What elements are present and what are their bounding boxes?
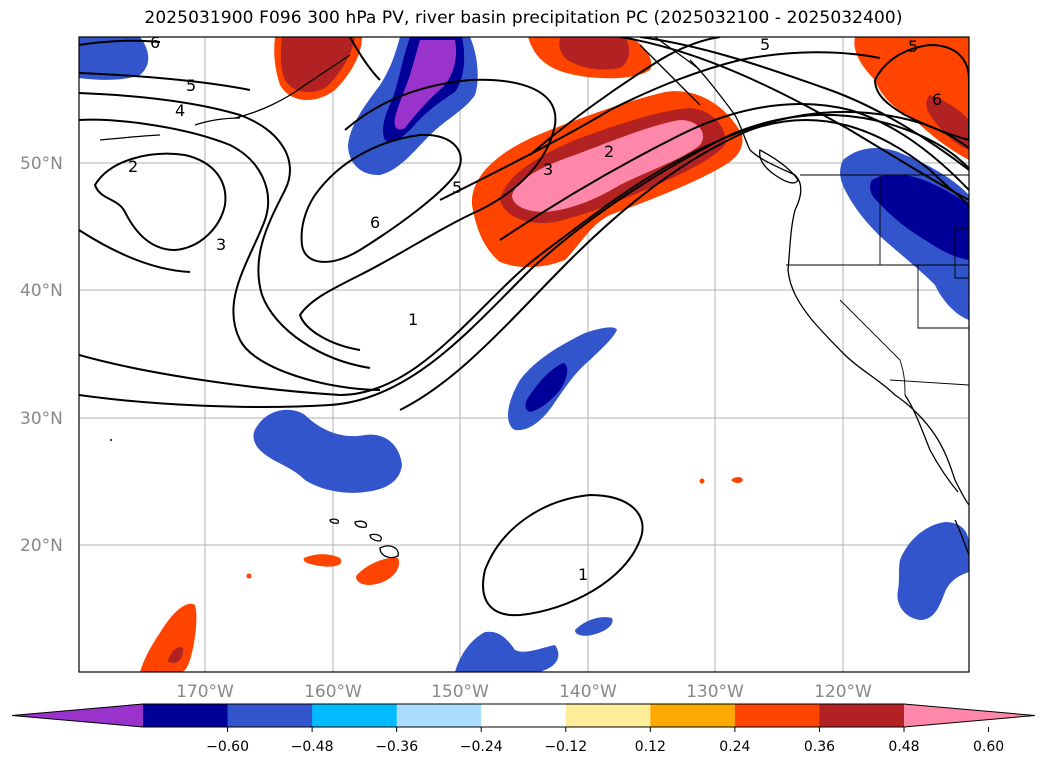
colorbar-segment (227, 704, 313, 727)
colorbar-tick-label: −0.48 (291, 739, 334, 755)
longitude-labels: 170°W 160°W 150°W 140°W 130°W 120°W (176, 682, 872, 702)
contour-label-group: 6 5 4 2 3 6 5 3 2 1 5 6 1 5 (128, 33, 942, 584)
contour-label: 4 (175, 101, 185, 120)
lat-label: 40°N (20, 281, 63, 301)
colorbar-tick-label: −0.24 (460, 739, 503, 755)
colorbar-segment (734, 704, 820, 727)
negative-anomaly-shading (79, 37, 969, 672)
contour-label: 3 (543, 160, 553, 179)
contour-label: 6 (370, 213, 380, 232)
lon-label: 120°W (814, 682, 872, 702)
coastlines (99, 37, 969, 559)
contour-label: 1 (578, 565, 588, 584)
colorbar-segment (819, 704, 905, 727)
colorbar-tick-label: −0.60 (206, 739, 249, 755)
map-frame (78, 36, 970, 673)
contour-label: 5 (760, 35, 770, 54)
contour-label: 2 (128, 157, 138, 176)
contour-label: 3 (216, 235, 226, 254)
colorbar-tick-label: −0.36 (375, 739, 418, 755)
lat-label: 50°N (20, 154, 63, 174)
contour-label: 6 (150, 33, 160, 52)
colorbar-tick-label: 0.60 (973, 739, 1004, 755)
lon-label: 150°W (431, 682, 489, 702)
colorbar-segment (565, 704, 651, 727)
pv-contours (79, 37, 969, 617)
colorbar-tick-label: 0.12 (635, 739, 666, 755)
lon-label: 170°W (176, 682, 234, 702)
colorbar-outline (11, 703, 1036, 728)
contour-label: 5 (186, 76, 196, 95)
contour-label: 5 (908, 37, 918, 56)
colorbar-extend-max (904, 704, 1035, 727)
colorbar-segment (396, 704, 482, 727)
colorbar-tick-label: 0.36 (804, 739, 835, 755)
colorbar-extend-min (12, 704, 143, 727)
lon-label: 160°W (304, 682, 362, 702)
colorbar-segment (650, 704, 736, 727)
colorbar-tick-label: 0.48 (888, 739, 919, 755)
lon-label: 130°W (686, 682, 744, 702)
latitude-labels: 50°N 40°N 30°N 20°N (20, 154, 63, 556)
political-borders (786, 174, 969, 396)
colorbar-tick-label: 0.24 (719, 739, 750, 755)
colorbar-tick-label: −0.12 (544, 739, 587, 755)
colorbar-segment (143, 704, 229, 727)
contour-label: 1 (408, 310, 418, 329)
contour-label: 2 (604, 142, 614, 161)
map-panel: 6 5 4 2 3 6 5 3 2 1 5 6 1 5 (79, 33, 969, 672)
colorbar-segment (312, 704, 398, 727)
contour-label: 5 (452, 178, 462, 197)
contour-label: 6 (932, 90, 942, 109)
map-title: 2025031900 F096 300 hPa PV, river basin … (144, 8, 903, 28)
colorbar-segment (481, 704, 567, 727)
lat-label: 20°N (20, 536, 63, 556)
lat-label: 30°N (20, 409, 63, 429)
lon-label: 140°W (559, 682, 617, 702)
colorbar: −0.60 −0.48 −0.36 −0.24 −0.12 0.12 0.24 0.36 0.4… (11, 703, 1036, 755)
